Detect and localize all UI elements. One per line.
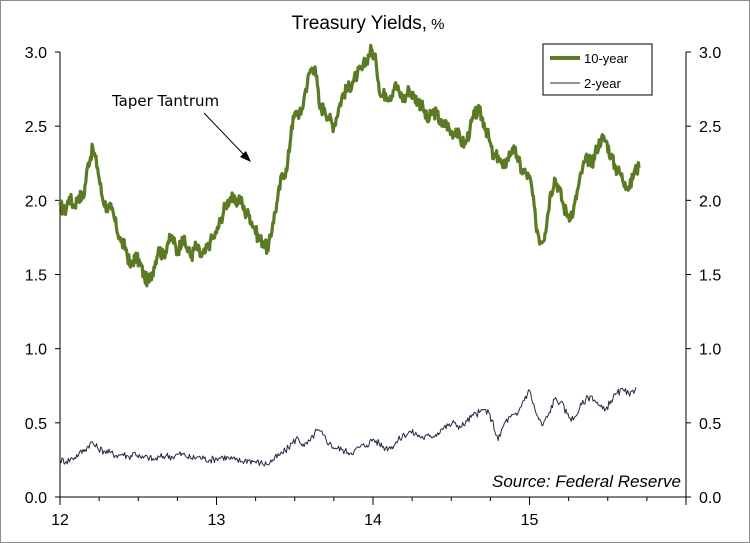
y-tick-label-left: 3.0 bbox=[25, 45, 47, 62]
series-2-year-line bbox=[59, 387, 637, 467]
y-tick-label-right: 1.5 bbox=[699, 268, 721, 285]
annotation-text: Taper Tantrum bbox=[111, 92, 219, 110]
legend: 10-year 2-year bbox=[542, 43, 653, 96]
x-tick-label: 14 bbox=[364, 512, 382, 529]
legend-label-2-year: 2-year bbox=[584, 76, 622, 91]
y-tick-label-left: 0.0 bbox=[25, 490, 47, 507]
chart-title-text: Treasury Yields, bbox=[292, 13, 428, 34]
series-lines bbox=[58, 43, 641, 467]
annotation-arrow-line bbox=[203, 112, 249, 160]
chart-title-unit: % bbox=[431, 16, 444, 33]
legend-box bbox=[542, 43, 653, 96]
y-tick-label-right: 2.5 bbox=[699, 119, 721, 136]
x-tick-label: 12 bbox=[51, 512, 69, 529]
axes: 0.0 0.0 0.5 0.5 1.0 1.0 1.5 1.5 2.0 2.0 2.5 2.5 3.0 3… bbox=[25, 45, 722, 529]
legend-label-10-year: 10-year bbox=[584, 51, 629, 66]
x-tick-label: 15 bbox=[521, 512, 539, 529]
y-tick-label-right: 0.0 bbox=[699, 490, 721, 507]
y-tick-label-left: 0.5 bbox=[25, 416, 47, 433]
y-tick-label-left: 2.0 bbox=[25, 193, 47, 210]
series-10-year-line bbox=[58, 43, 641, 288]
y-tick-label-left: 1.0 bbox=[25, 342, 47, 359]
y-tick-label-left: 2.5 bbox=[25, 119, 47, 136]
chart-title: Treasury Yields,% bbox=[292, 13, 445, 34]
y-tick-label-right: 2.0 bbox=[699, 193, 721, 210]
taper-tantrum-annotation: Taper Tantrum bbox=[111, 92, 251, 162]
y-tick-label-left: 1.5 bbox=[25, 268, 47, 285]
y-tick-label-right: 0.5 bbox=[699, 416, 721, 433]
y-tick-label-right: 3.0 bbox=[699, 45, 721, 62]
annotation-arrow-head bbox=[240, 151, 251, 162]
source-note: Source: Federal Reserve bbox=[492, 472, 681, 491]
y-tick-label-right: 1.0 bbox=[699, 342, 721, 359]
x-tick-label: 13 bbox=[208, 512, 226, 529]
